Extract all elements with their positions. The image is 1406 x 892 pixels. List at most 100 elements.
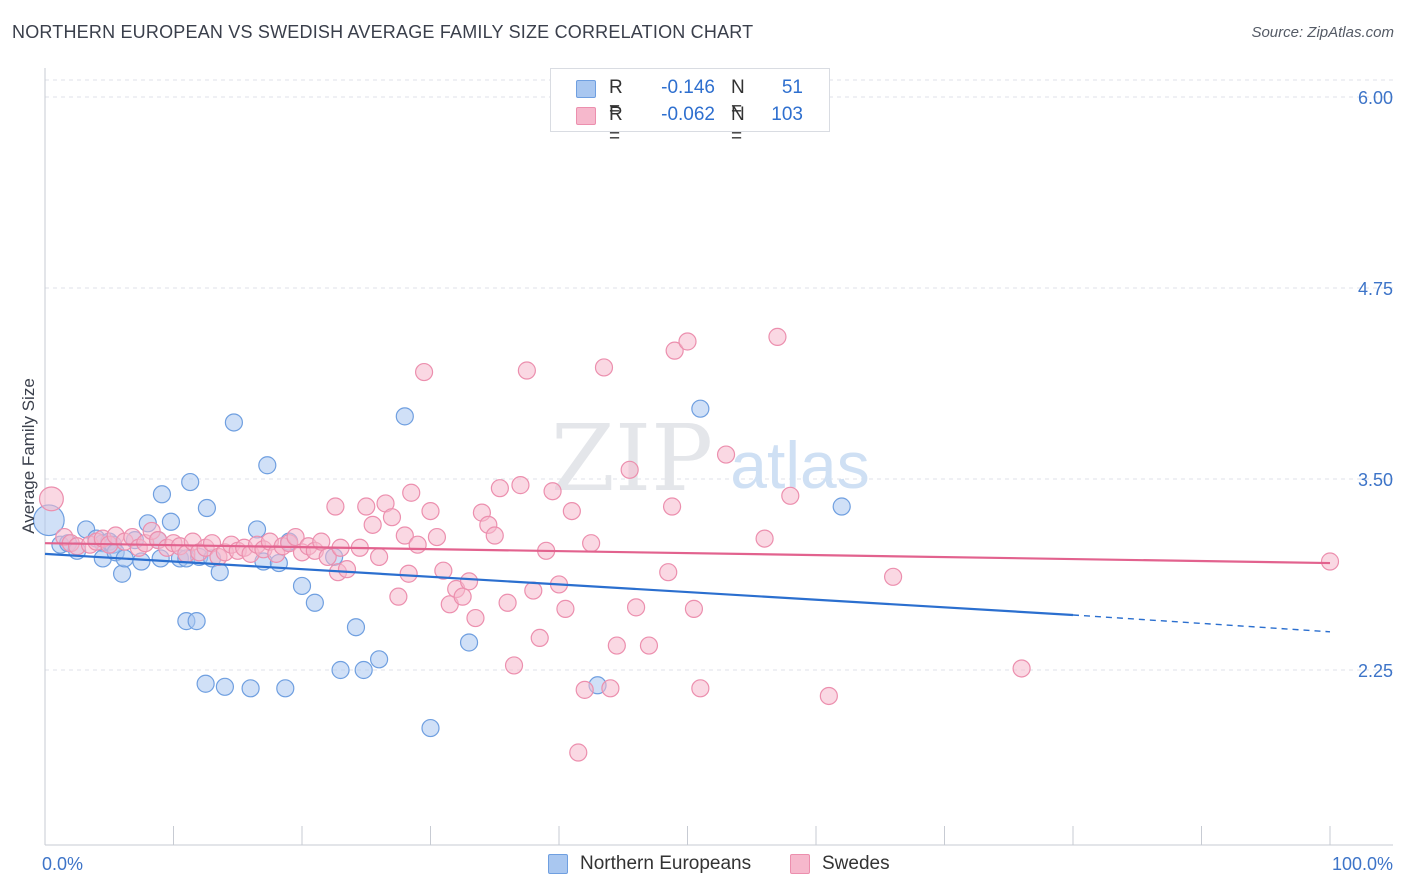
northern-europeans-point: [215, 677, 234, 696]
northern-europeans-point: [187, 612, 206, 631]
legend-swatch-blue: [548, 854, 568, 874]
swedes-point: [691, 679, 710, 698]
swedes-point: [459, 572, 479, 591]
northern-europeans-point: [354, 660, 373, 680]
swedes-point: [504, 656, 524, 675]
watermark-zip: ZIP: [551, 405, 713, 512]
correlation-legend: R = -0.146 N = 51 R = -0.062 N = 103: [550, 68, 830, 147]
northern-europeans-point: [832, 497, 851, 516]
swedes-point: [389, 587, 408, 606]
swedes-point: [517, 361, 536, 380]
northern-europeans-point: [346, 618, 366, 637]
swedes-point: [716, 445, 736, 464]
trend-layer: [44, 542, 1331, 633]
swedes-point: [524, 581, 543, 600]
swedes-point: [543, 482, 562, 501]
axis-layer: [44, 68, 1393, 846]
legend-r-value: -0.146: [661, 77, 715, 98]
northern-europeans-trend-line: [44, 552, 1074, 617]
swedes-point: [357, 497, 376, 516]
northern-europeans-point: [395, 407, 414, 426]
swedes-point: [402, 483, 421, 502]
points-layer: [32, 327, 1340, 762]
northern-europeans-trend-extension: [1072, 614, 1331, 633]
swedes-point: [883, 567, 903, 586]
swedes-point: [363, 515, 382, 534]
swedes-point: [562, 501, 581, 521]
swedes-point: [326, 497, 345, 516]
watermark-atlas: atlas: [730, 428, 869, 502]
swedes-point: [556, 599, 575, 618]
swedes-point: [1320, 552, 1340, 571]
legend-n-value: 103: [771, 104, 803, 125]
legend-n-label: N =: [731, 104, 745, 147]
legend-swatch-pink: [576, 107, 596, 125]
northern-europeans-point: [305, 593, 324, 612]
y-axis-label: Average Family Size: [19, 378, 38, 534]
swedes-point: [370, 547, 389, 567]
source-label: Source: ZipAtlas.com: [1251, 24, 1394, 41]
northern-europeans-point: [112, 564, 132, 583]
legend-label: Swedes: [822, 853, 890, 874]
swedes-point: [453, 587, 472, 606]
northern-europeans-point: [459, 633, 479, 652]
legend-label: Northern Europeans: [580, 853, 752, 874]
swedes-point: [1012, 659, 1031, 678]
northern-europeans-point: [210, 563, 229, 582]
swedes-point: [286, 527, 305, 547]
swedes-point: [38, 486, 64, 512]
legend-r-value: -0.062: [661, 104, 715, 125]
swedes-point: [819, 686, 838, 706]
y-tick-label: 3.50: [1358, 470, 1393, 490]
legend-n-label: N =: [731, 77, 745, 120]
series-legend: Northern Europeans Swedes: [0, 850, 1406, 880]
northern-europeans-point: [224, 413, 243, 432]
swedes-point: [408, 535, 427, 554]
y-tick-label: 4.75: [1358, 279, 1393, 299]
swedes-point: [498, 593, 517, 612]
chart-title: NORTHERN EUROPEAN VS SWEDISH AVERAGE FAM…: [12, 22, 754, 42]
swedes-point: [768, 327, 787, 346]
swedes-point: [395, 526, 414, 545]
swedes-point: [421, 501, 440, 521]
legend-swatch-pink: [790, 854, 810, 874]
swedes-point: [755, 529, 774, 548]
legend-r-label: R =: [609, 104, 623, 147]
northern-europeans-point: [241, 679, 260, 698]
northern-europeans-point: [421, 718, 440, 738]
y-tick-label: 6.00: [1358, 88, 1393, 108]
swedes-point: [427, 527, 447, 547]
y-tick-label: 2.25: [1358, 661, 1393, 681]
legend-swatch-blue: [576, 80, 596, 98]
swedes-point: [620, 460, 639, 479]
swedes-point: [466, 608, 485, 628]
grid-layer: 2.25 3.50 4.75 6.00: [45, 79, 1393, 681]
swedes-point: [662, 497, 682, 516]
swedes-point: [490, 479, 509, 498]
northern-europeans-point: [152, 485, 172, 504]
legend-n-value: 51: [781, 77, 803, 98]
swedes-point: [530, 628, 549, 648]
swedes-point: [414, 362, 434, 382]
swedes-point: [582, 534, 601, 553]
northern-europeans-point: [196, 674, 215, 693]
swedes-point: [337, 560, 357, 579]
swedes-point: [485, 526, 504, 545]
swedes-point: [382, 508, 402, 527]
northern-europeans-point: [292, 576, 312, 596]
northern-europeans-point: [276, 679, 295, 698]
swedes-point: [659, 563, 678, 582]
northern-europeans-point: [181, 472, 200, 492]
swedes-point: [626, 598, 646, 617]
swedes-point: [569, 743, 588, 762]
northern-europeans-point: [161, 512, 181, 531]
swedes-point: [399, 564, 418, 583]
swedes-point: [665, 341, 684, 360]
swedes-point: [684, 599, 704, 618]
legend-r-label: R =: [609, 77, 623, 120]
swedes-point: [511, 476, 530, 495]
northern-europeans-point: [197, 498, 217, 518]
northern-europeans-point: [331, 660, 350, 680]
swedes-trend-line: [44, 542, 1331, 565]
